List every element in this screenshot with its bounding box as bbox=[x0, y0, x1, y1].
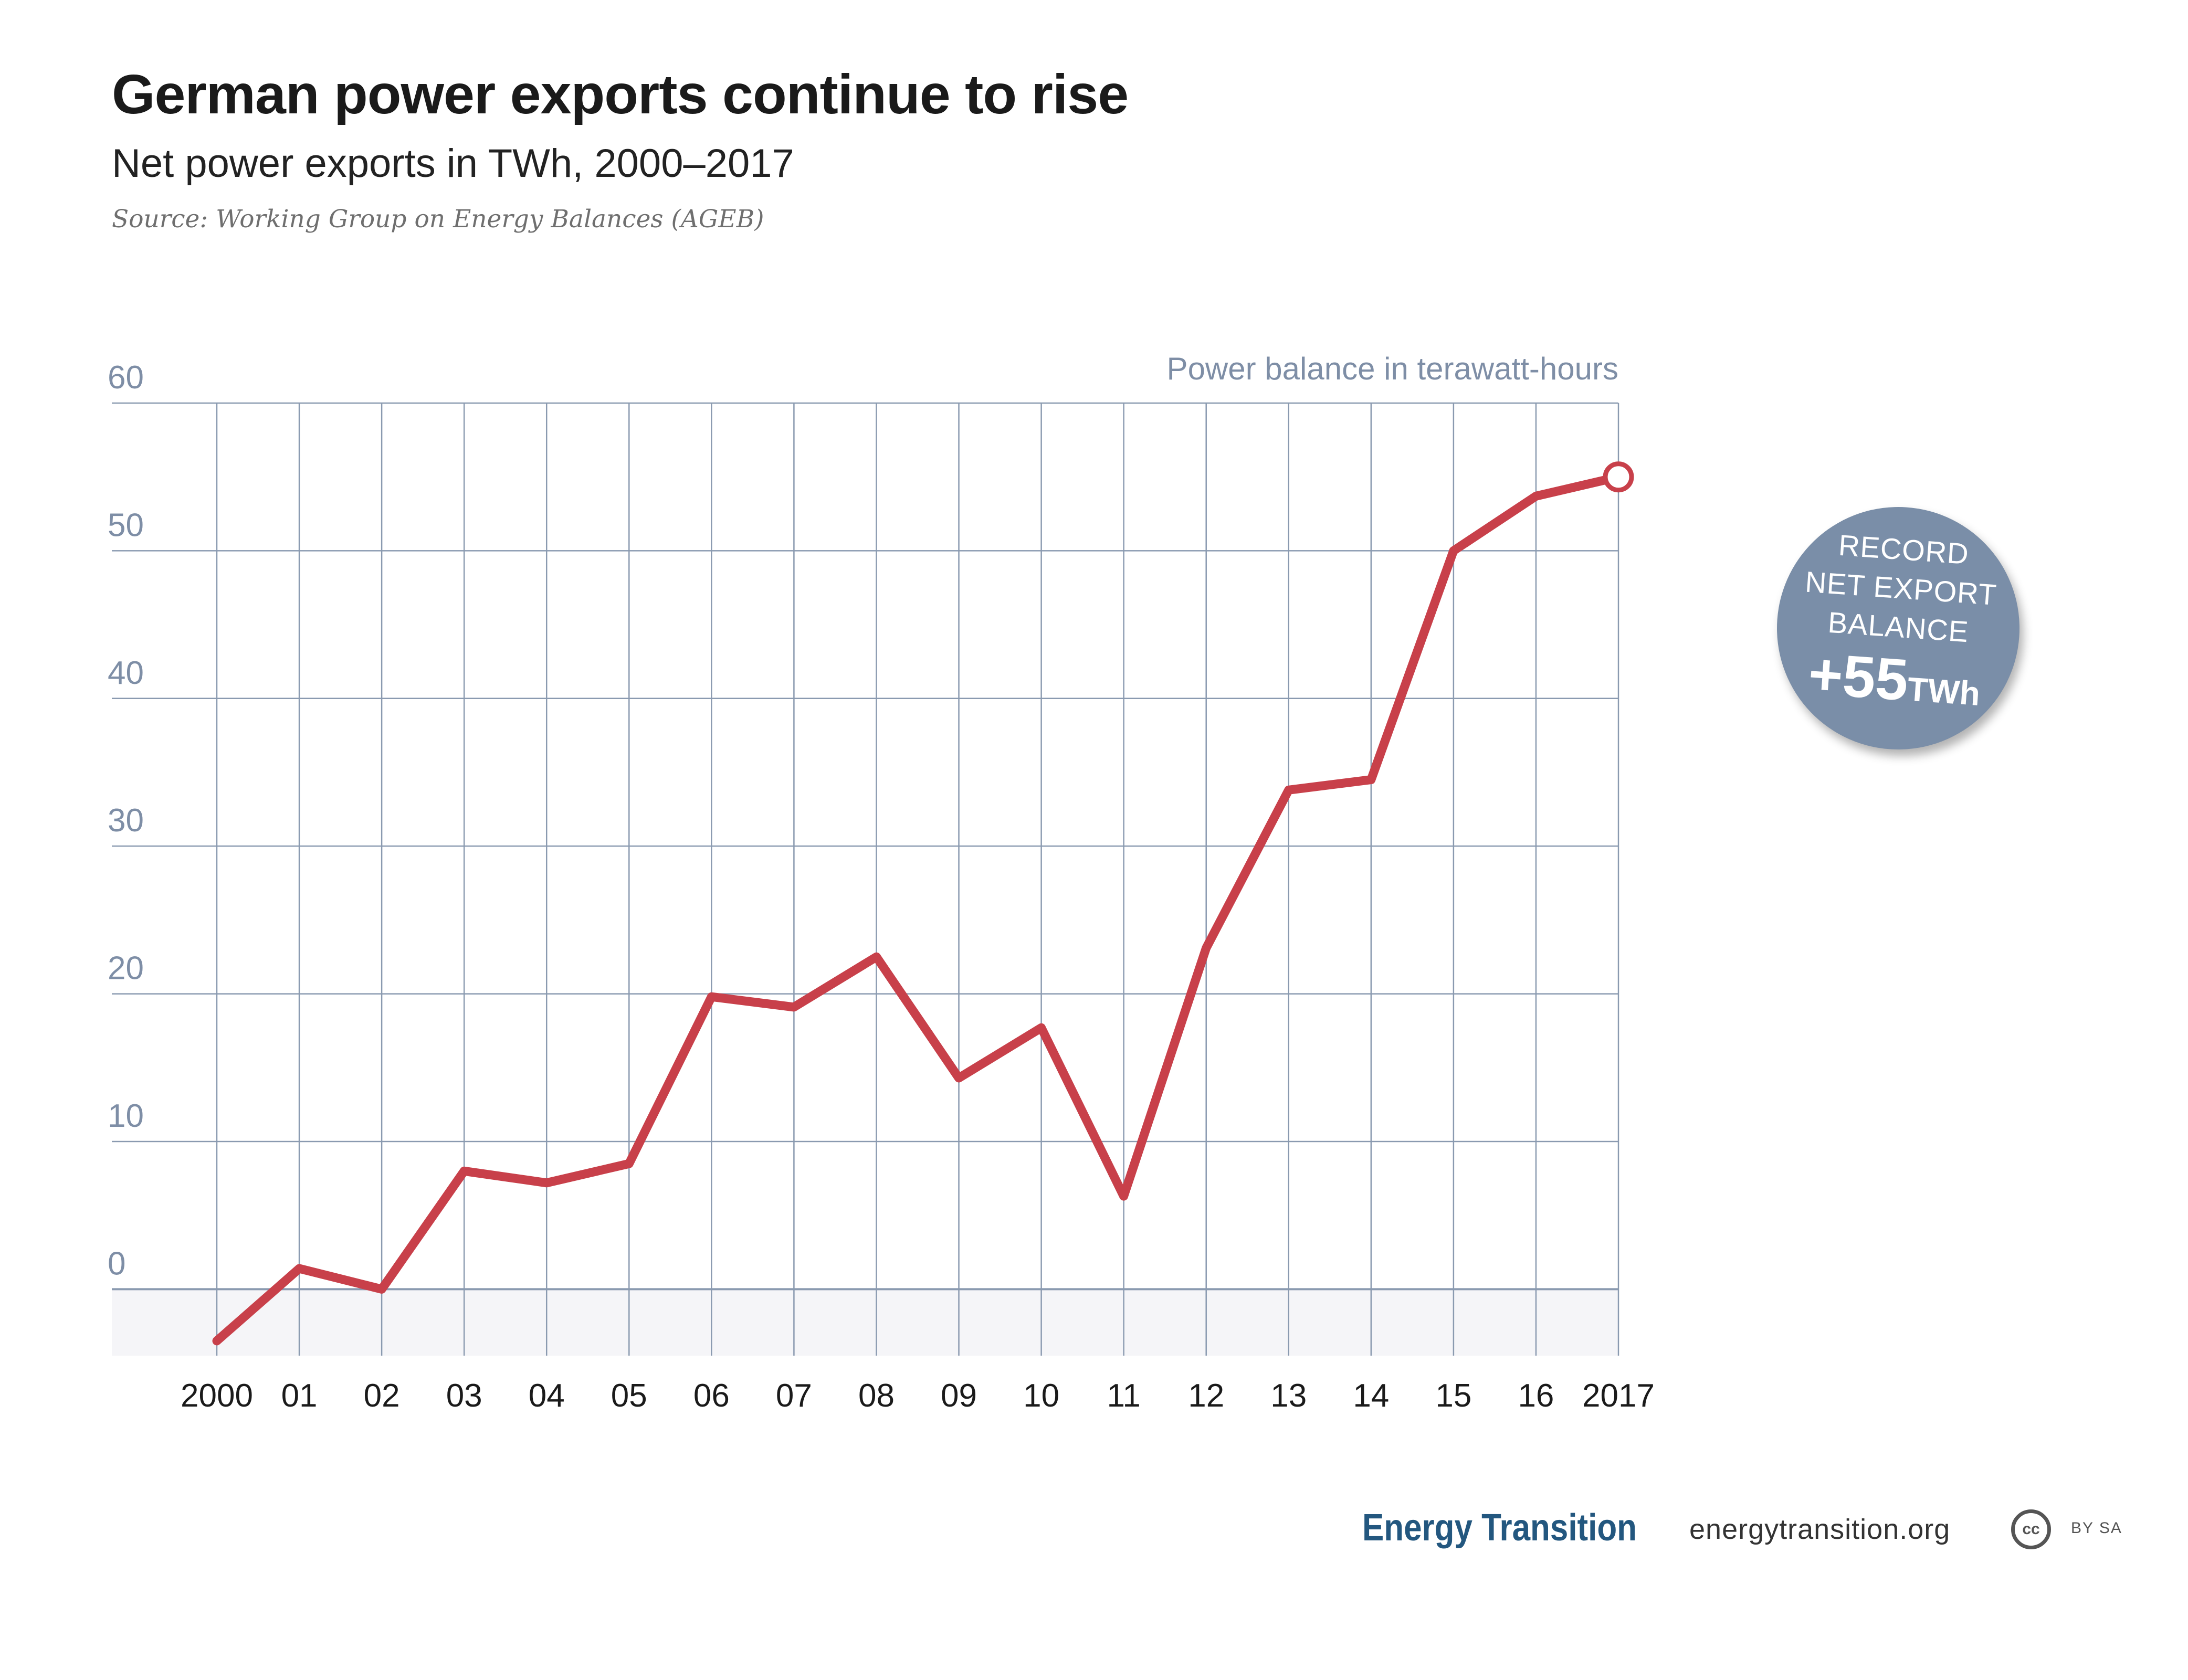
badge-value: +55TWh bbox=[1805, 640, 1983, 732]
x-tick-label: 01 bbox=[281, 1378, 318, 1414]
y-tick-label: 20 bbox=[108, 950, 144, 987]
x-tick-label: 07 bbox=[776, 1378, 812, 1414]
x-tick-label: 05 bbox=[611, 1378, 647, 1414]
x-tick-label: 13 bbox=[1270, 1378, 1307, 1414]
x-tick-label: 03 bbox=[446, 1378, 482, 1414]
y-tick-label: 10 bbox=[108, 1098, 144, 1134]
x-tick-labels: 2000 01 02 03 04 05 06 07 08 09 10 11 12 13 14 15 16 2017 bbox=[181, 1378, 1655, 1414]
x-tick-label: 2000 bbox=[181, 1378, 253, 1414]
y-tick-label: 30 bbox=[108, 802, 144, 839]
x-tick-label: 15 bbox=[1435, 1378, 1471, 1414]
source-note: Source: Working Group on Energy Balances… bbox=[112, 205, 764, 234]
y-tick-label: 0 bbox=[108, 1245, 125, 1282]
badge-number: +55 bbox=[1806, 640, 1911, 713]
chart-subtitle: Net power exports in TWh, 2000–2017 bbox=[112, 141, 794, 186]
license-terms: BY SA bbox=[2071, 1519, 2122, 1537]
x-tick-label: 09 bbox=[941, 1378, 977, 1414]
y-axis-label: Power balance in terawatt-hours bbox=[1167, 351, 1618, 386]
y-tick-label: 60 bbox=[108, 360, 144, 396]
badge-unit: TWh bbox=[1906, 670, 1982, 713]
horizontal-gridlines bbox=[112, 402, 1618, 1291]
x-tick-label: 02 bbox=[364, 1378, 400, 1414]
y-tick-label: 50 bbox=[108, 507, 144, 543]
x-tick-label: 14 bbox=[1353, 1378, 1389, 1414]
series-line bbox=[212, 472, 1623, 1346]
y-tick-labels: 0 10 20 30 40 50 60 bbox=[108, 360, 144, 1282]
x-tick-label: 12 bbox=[1188, 1378, 1224, 1414]
negative-band bbox=[112, 1289, 1618, 1356]
x-tick-label: 04 bbox=[529, 1378, 565, 1414]
site-link[interactable]: energytransition.org bbox=[1689, 1514, 1951, 1545]
x-tick-label: 11 bbox=[1107, 1378, 1140, 1414]
vertical-gridlines bbox=[216, 403, 1619, 1356]
x-tick-label: 08 bbox=[858, 1378, 895, 1414]
y-tick-label: 40 bbox=[108, 655, 144, 691]
x-tick-label: 2017 bbox=[1582, 1378, 1655, 1414]
cc-license-icon: cc bbox=[2011, 1509, 2051, 1549]
x-tick-label: 10 bbox=[1023, 1378, 1059, 1414]
chart-title: German power exports continue to rise bbox=[112, 64, 1129, 125]
brand-logo: Energy Transition bbox=[1362, 1507, 1637, 1549]
x-tick-label: 16 bbox=[1518, 1378, 1554, 1414]
end-point-marker bbox=[1603, 461, 1634, 493]
x-tick-label: 06 bbox=[693, 1378, 730, 1414]
